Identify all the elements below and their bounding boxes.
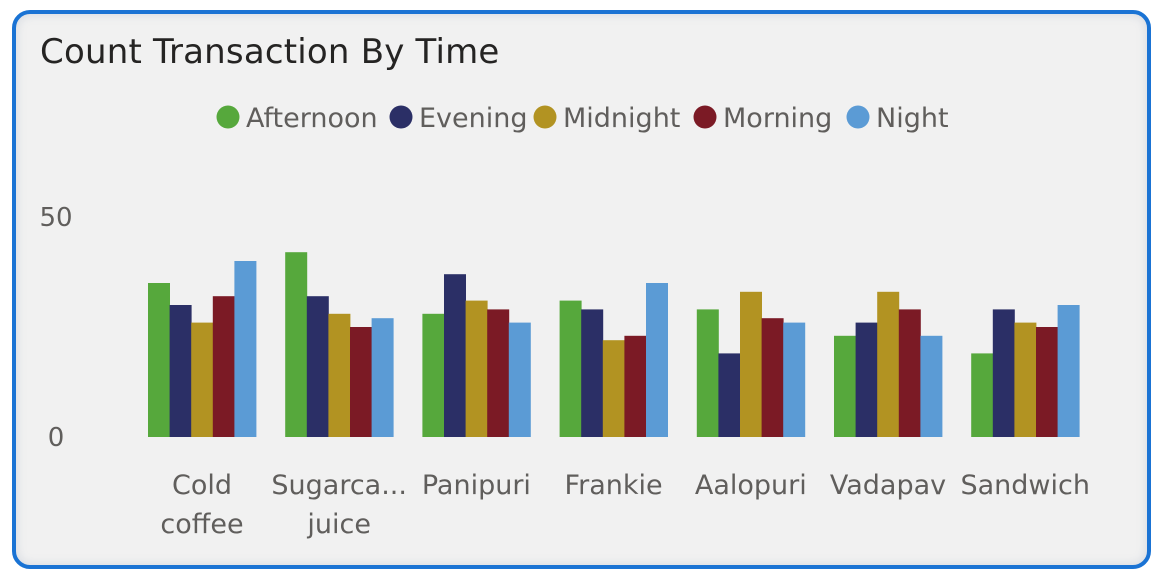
chart-title: Count Transaction By Time xyxy=(40,32,500,72)
bar-morning xyxy=(898,309,921,437)
legend-label-evening: Evening xyxy=(419,103,528,134)
x-category-label: Vadapav xyxy=(830,470,946,501)
bar-morning xyxy=(212,296,235,437)
x-category-label: coffee xyxy=(160,509,243,540)
bar-midnight xyxy=(877,291,900,437)
bar-midnight xyxy=(1014,322,1037,437)
bar-afternoon xyxy=(971,353,994,437)
bar-afternoon xyxy=(834,335,856,437)
bar-afternoon xyxy=(696,309,719,437)
bar-evening xyxy=(718,353,741,437)
bar-morning xyxy=(624,335,647,437)
bar-evening xyxy=(855,322,878,437)
bar-midnight xyxy=(602,340,625,437)
legend-label-afternoon: Afternoon xyxy=(246,103,378,134)
bar-morning xyxy=(487,309,510,437)
x-category-label: Sandwich xyxy=(960,470,1089,501)
bar-night xyxy=(920,335,943,437)
bar-midnight xyxy=(328,313,351,437)
x-category-label: Cold xyxy=(172,470,232,501)
bar-midnight xyxy=(465,300,488,437)
legend-marker-morning xyxy=(693,105,717,129)
bar-morning xyxy=(761,318,784,437)
x-category-label: Panipuri xyxy=(422,470,531,501)
bar-night xyxy=(1057,305,1080,437)
bar-midnight xyxy=(191,322,214,437)
y-tick-label: 50 xyxy=(39,203,72,233)
bar-night xyxy=(371,318,394,437)
bar-midnight xyxy=(740,291,762,437)
bar-evening xyxy=(581,309,604,437)
bar-evening xyxy=(306,296,329,437)
bar-evening xyxy=(444,274,466,437)
legend-marker-afternoon xyxy=(216,105,240,129)
bar-afternoon xyxy=(422,313,445,437)
legend-marker-evening xyxy=(389,105,413,129)
bar-morning xyxy=(1036,327,1058,437)
bar-night xyxy=(783,322,806,437)
chart-card: Count Transaction By Time xyxy=(12,10,1151,569)
legend-label-night: Night xyxy=(876,103,949,134)
bar-afternoon xyxy=(285,252,308,437)
bar-night xyxy=(234,261,257,437)
x-category-label: Aalopuri xyxy=(695,470,807,501)
y-tick-label: 0 xyxy=(48,423,65,453)
bar-evening xyxy=(992,309,1015,437)
bar-night xyxy=(508,322,531,437)
legend-label-midnight: Midnight xyxy=(563,103,680,134)
legend-marker-night xyxy=(846,105,870,129)
bar-night xyxy=(646,283,668,437)
bar-evening xyxy=(169,305,192,437)
x-category-label: juice xyxy=(306,509,371,540)
bar-afternoon xyxy=(148,283,170,437)
legend-marker-midnight xyxy=(533,105,557,129)
legend-label-morning: Morning xyxy=(723,103,832,134)
bar-morning xyxy=(350,327,372,437)
x-category-label: Sugarca... xyxy=(271,470,407,501)
x-category-label: Frankie xyxy=(565,470,663,501)
bar-afternoon xyxy=(559,300,582,437)
